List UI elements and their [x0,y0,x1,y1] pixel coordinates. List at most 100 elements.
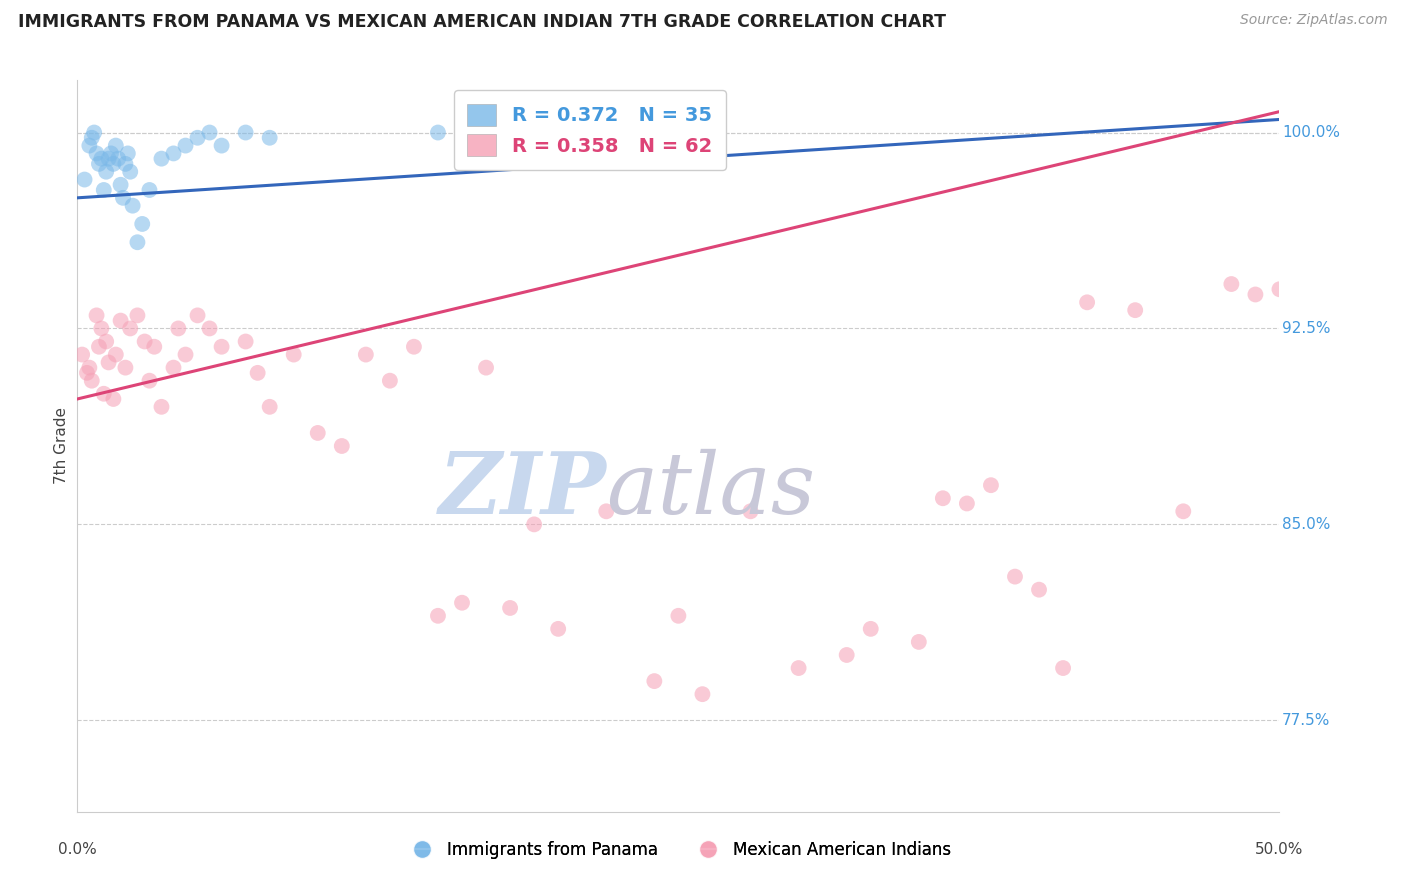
Y-axis label: 7th Grade: 7th Grade [53,408,69,484]
Point [114,157,136,171]
Point [307,425,329,440]
Point [198,126,221,140]
Text: 92.5%: 92.5% [1282,321,1330,336]
Text: 77.5%: 77.5% [1282,713,1330,728]
Point [547,622,569,636]
Point [162,146,184,161]
Point [980,478,1002,492]
Point [1220,277,1243,291]
Point [110,178,132,192]
Point [595,504,617,518]
Point [1173,504,1195,518]
Point [1123,303,1146,318]
Point [595,126,617,140]
Point [1076,295,1098,310]
Point [167,321,190,335]
Point [259,400,281,414]
Point [235,126,257,140]
Point [79,360,101,375]
Point [235,334,257,349]
Point [138,374,160,388]
Point [83,126,105,140]
Point [73,172,96,186]
Point [96,334,118,349]
Text: Source: ZipAtlas.com: Source: ZipAtlas.com [1240,13,1388,28]
Point [354,348,377,362]
Point [908,635,931,649]
Point [668,608,690,623]
Legend: Immigrants from Panama, Mexican American Indians: Immigrants from Panama, Mexican American… [399,834,957,865]
Point [121,199,143,213]
Point [1244,287,1267,301]
Point [378,374,401,388]
Point [692,687,714,701]
Point [93,183,115,197]
Point [87,340,110,354]
Point [138,183,160,197]
Point [70,348,93,362]
Point [330,439,353,453]
Point [80,130,103,145]
Point [104,138,127,153]
Point [402,340,425,354]
Point [186,130,209,145]
Point [86,146,108,161]
Point [97,152,120,166]
Point [427,608,450,623]
Text: 50.0%: 50.0% [1256,842,1303,857]
Point [174,138,197,153]
Text: 85.0%: 85.0% [1282,516,1330,532]
Point [111,191,134,205]
Point [143,340,166,354]
Point [104,348,127,362]
Point [211,340,233,354]
Text: atlas: atlas [606,449,815,532]
Point [643,674,665,689]
Point [114,360,136,375]
Text: IMMIGRANTS FROM PANAMA VS MEXICAN AMERICAN INDIAN 7TH GRADE CORRELATION CHART: IMMIGRANTS FROM PANAMA VS MEXICAN AMERIC… [18,13,946,31]
Point [668,126,690,140]
Point [547,126,569,140]
Point [1004,569,1026,583]
Point [131,217,153,231]
Point [120,165,142,179]
Point [523,517,546,532]
Point [259,130,281,145]
Point [127,235,149,250]
Point [174,348,197,362]
Point [186,309,209,323]
Point [499,601,522,615]
Point [86,309,108,323]
Point [90,321,112,335]
Point [103,392,125,406]
Text: 100.0%: 100.0% [1282,125,1340,140]
Point [103,157,125,171]
Point [96,165,118,179]
Text: ZIP: ZIP [439,448,606,532]
Point [150,152,173,166]
Point [246,366,269,380]
Point [79,138,101,153]
Point [76,366,98,380]
Point [475,360,498,375]
Point [97,355,120,369]
Point [451,596,474,610]
Point [100,146,122,161]
Point [127,309,149,323]
Point [787,661,810,675]
Point [835,648,858,662]
Point [107,152,129,166]
Point [80,374,103,388]
Text: 0.0%: 0.0% [58,842,97,857]
Point [162,360,184,375]
Point [1052,661,1074,675]
Point [93,386,115,401]
Point [859,622,882,636]
Point [90,152,112,166]
Point [283,348,305,362]
Point [198,321,221,335]
Point [427,126,450,140]
Point [1268,282,1291,296]
Point [932,491,955,506]
Point [1028,582,1050,597]
